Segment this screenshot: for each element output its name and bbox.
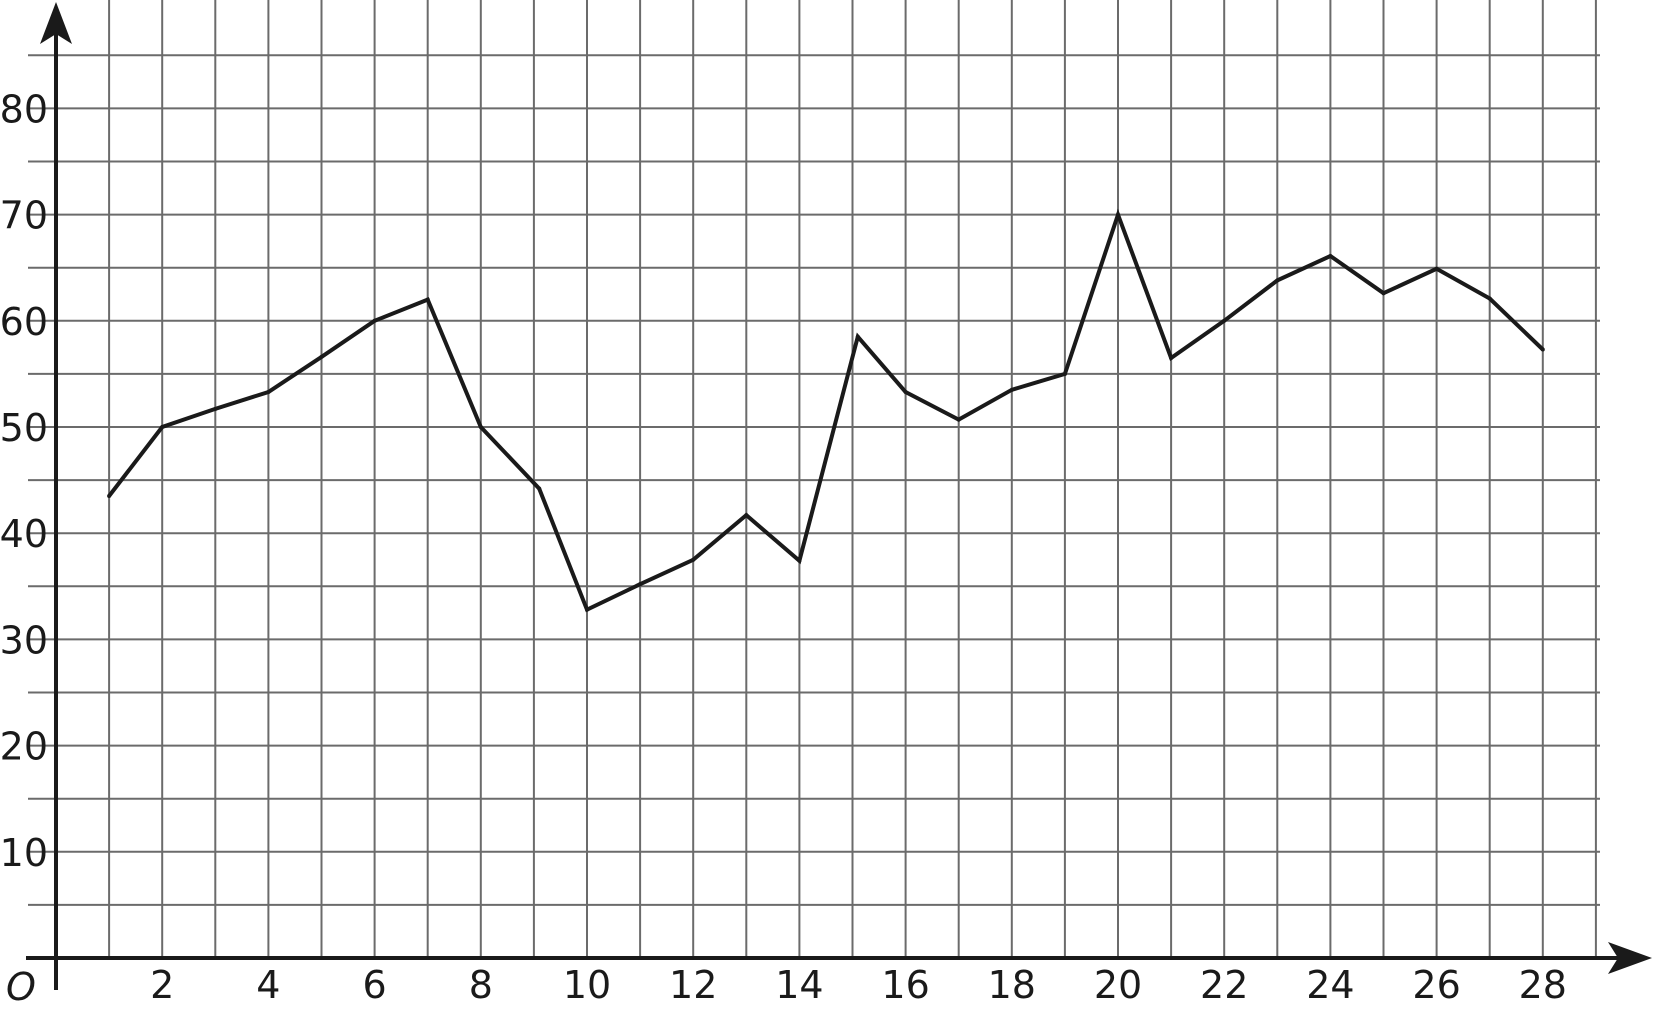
data-point <box>1381 291 1386 296</box>
data-point <box>1434 266 1439 271</box>
series-line <box>107 208 1545 613</box>
y-tick-label: 30 <box>0 618 48 662</box>
x-tick-label: 14 <box>775 963 823 1007</box>
x-tick-label: 10 <box>563 963 611 1007</box>
data-point <box>1222 318 1227 323</box>
data-point <box>797 558 802 563</box>
x-axis-arrow-icon <box>1608 942 1652 974</box>
x-tick-label: 22 <box>1200 963 1248 1007</box>
series-group <box>107 208 1545 613</box>
data-point <box>1169 355 1174 360</box>
data-point <box>1540 347 1545 352</box>
y-tick-label: 50 <box>0 406 48 450</box>
data-point <box>1487 296 1492 301</box>
data-point <box>537 486 542 491</box>
data-point <box>744 513 749 518</box>
data-point <box>160 425 165 429</box>
x-tick-label: 24 <box>1306 963 1354 1007</box>
data-point <box>319 354 324 359</box>
data-point <box>1009 387 1014 392</box>
data-point <box>478 425 483 429</box>
data-point <box>691 557 696 562</box>
x-tick-labels: 2 4 6 8 10 12 14 16 18 20 22 24 26 28 <box>150 963 1567 1007</box>
y-tick-label: 70 <box>0 194 48 238</box>
data-point <box>638 582 643 587</box>
x-tick-label: 16 <box>881 963 929 1007</box>
grid-lines <box>28 0 1600 958</box>
data-point <box>107 494 112 499</box>
x-tick-label: 12 <box>669 963 717 1007</box>
y-tick-label: 80 <box>0 87 48 131</box>
data-point <box>213 406 218 411</box>
data-point <box>372 318 377 323</box>
y-tick-labels: 10 20 30 40 50 60 70 80 <box>0 87 48 874</box>
data-point <box>1116 212 1120 217</box>
data-point <box>1275 278 1280 283</box>
data-point <box>903 389 908 394</box>
data-point <box>1328 254 1333 259</box>
x-tick-label: 2 <box>150 963 174 1007</box>
x-tick-label: 26 <box>1412 963 1460 1007</box>
data-point <box>266 389 271 394</box>
data-point <box>585 607 589 612</box>
y-tick-label: 40 <box>0 512 48 556</box>
axes <box>26 2 1652 990</box>
x-tick-label: 4 <box>256 963 280 1007</box>
y-axis-arrow-icon <box>40 2 72 44</box>
data-point <box>956 417 961 422</box>
y-tick-label: 20 <box>0 725 48 769</box>
x-tick-label: 8 <box>469 963 493 1007</box>
x-tick-label: 28 <box>1519 963 1567 1007</box>
x-tick-label: 6 <box>363 963 387 1007</box>
data-point <box>425 297 430 302</box>
x-tick-label: 20 <box>1094 963 1142 1007</box>
y-tick-label: 10 <box>0 831 48 875</box>
data-point <box>855 334 860 339</box>
data-point <box>1062 371 1067 376</box>
origin-label: O <box>6 965 36 1009</box>
x-tick-label: 18 <box>988 963 1036 1007</box>
y-tick-label: 60 <box>0 300 48 344</box>
